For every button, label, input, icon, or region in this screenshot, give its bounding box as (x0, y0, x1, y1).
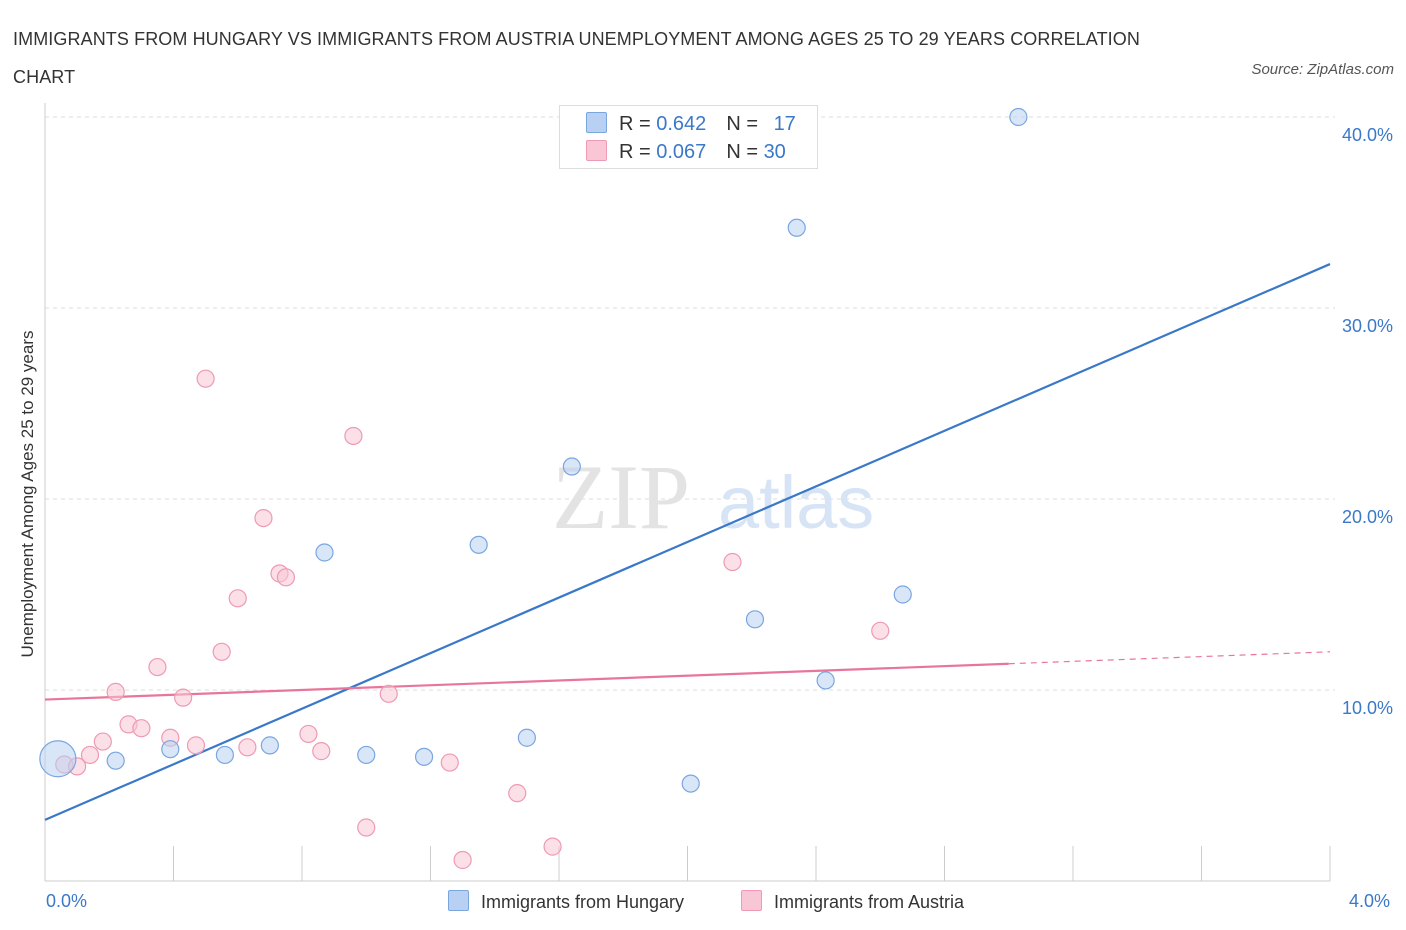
bottom-legend-label-hungary: Immigrants from Hungary (481, 892, 685, 912)
legend-n-label: N = (726, 113, 764, 135)
legend-r-value-hungary: 0.642 (656, 113, 707, 135)
point-austria (543, 837, 562, 856)
bottom-legend-hungary: Immigrants from Hungary (448, 890, 684, 913)
source-label: Source: ZipAtlas.com (1251, 61, 1394, 78)
point-hungary (893, 585, 912, 604)
point-austria (254, 508, 273, 528)
point-hungary (215, 745, 234, 765)
legend-swatch-austria (586, 140, 607, 161)
point-hungary (260, 736, 279, 755)
point-hungary (787, 218, 806, 237)
point-austria (453, 850, 472, 870)
point-hungary (469, 535, 488, 554)
point-austria (379, 684, 398, 703)
point-austria (196, 369, 215, 388)
trend-lines (44, 263, 1331, 821)
y-tick-label: 10.0% (1342, 698, 1393, 718)
point-hungary (816, 671, 835, 690)
legend-r-label: R = (619, 113, 657, 135)
y-tick-label: 40.0% (1342, 125, 1393, 145)
data-points (39, 107, 1028, 870)
watermark: ZIP atlas (552, 446, 874, 548)
trend-line-hungary (44, 263, 1331, 821)
y-tick-labels: 10.0% 20.0% 30.0% 40.0% (1342, 125, 1393, 718)
point-austria (80, 745, 100, 765)
point-austria (357, 818, 376, 837)
point-austria (228, 589, 247, 608)
legend-row-hungary: R = 0.642 N = 17 (586, 112, 796, 136)
legend-row-austria: R = 0.067 N = 30 (586, 140, 786, 164)
watermark-atlas: atlas (718, 461, 874, 544)
point-hungary (357, 745, 376, 765)
x-axis-min-label: 0.0% (46, 891, 88, 911)
trend-line-austria (44, 662, 1009, 701)
legend-n-value-hungary: 17 (773, 113, 796, 135)
grid-lines (45, 116, 1335, 691)
point-austria (132, 719, 151, 738)
bottom-legend-austria: Immigrants from Austria (741, 890, 964, 913)
legend-n-value-austria: 30 (763, 141, 786, 163)
point-austria (508, 784, 527, 803)
point-hungary (517, 728, 536, 747)
legend-r-label: R = (619, 141, 657, 163)
point-hungary (106, 751, 125, 770)
bottom-legend-swatch-austria (741, 890, 762, 911)
trend-line-austria-extension (1008, 651, 1331, 665)
legend-swatch-hungary (586, 112, 607, 133)
point-austria (344, 426, 363, 446)
point-austria (276, 568, 296, 587)
point-hungary (39, 740, 77, 778)
point-austria (440, 753, 459, 772)
point-austria (148, 657, 167, 677)
bottom-legend-swatch-hungary (448, 890, 469, 911)
point-hungary (414, 747, 434, 766)
point-hungary (315, 543, 334, 562)
stats-legend: R = 0.642 N = 17 R = 0.067 N = 30 (559, 105, 818, 169)
legend-n-label: N = (726, 141, 764, 163)
legend-r-value-austria: 0.067 (656, 141, 707, 163)
y-tick-label: 20.0% (1342, 507, 1393, 527)
point-hungary (161, 740, 180, 759)
point-hungary (745, 610, 765, 629)
point-austria (723, 552, 742, 572)
point-austria (299, 724, 318, 744)
x-axis-max-label: 4.0% (1349, 891, 1391, 911)
point-austria (312, 742, 331, 761)
point-austria (93, 732, 112, 751)
point-austria (238, 738, 257, 757)
point-austria (186, 736, 206, 755)
point-austria (212, 642, 231, 661)
chart-title: IMMIGRANTS FROM HUNGARY VS IMMIGRANTS FR… (13, 29, 1140, 87)
y-tick-label: 30.0% (1342, 316, 1393, 336)
point-hungary (562, 457, 581, 476)
point-hungary (681, 774, 700, 793)
point-austria (106, 682, 125, 702)
point-austria (174, 688, 193, 707)
bottom-legend-label-austria: Immigrants from Austria (774, 892, 965, 912)
point-hungary (1009, 107, 1028, 127)
point-austria (871, 621, 890, 640)
